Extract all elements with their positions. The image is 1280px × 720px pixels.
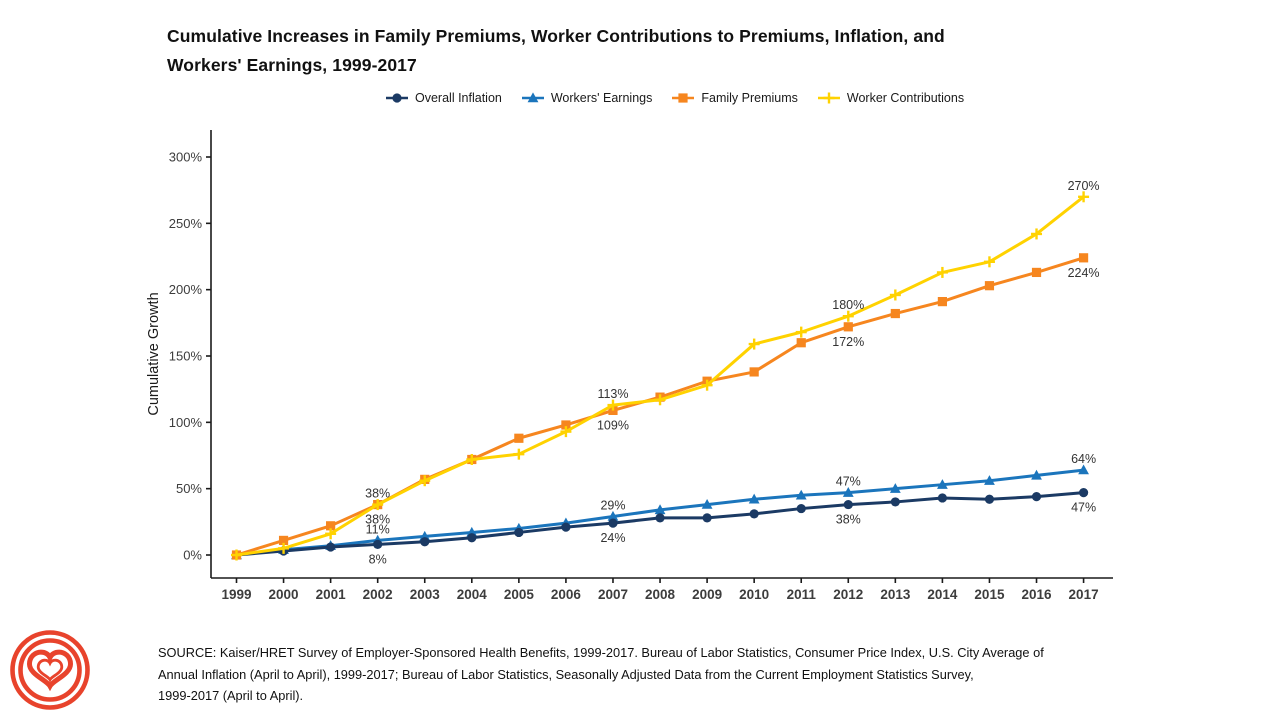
data-label: 47% [836,475,861,489]
y-axis: 0% 50% 100% 150% 200% 250% 300% [169,150,211,563]
legend-item-workers-earnings: Workers' Earnings [521,91,653,105]
x-tick-label: 2016 [1021,587,1052,602]
x-tick-label: 2017 [1069,587,1099,602]
x-tick-label: 2010 [739,587,769,602]
data-label: 180% [832,298,864,312]
data-label: 172% [832,335,864,349]
data-label: 11% [366,522,390,536]
y-tick-label: 50% [176,481,202,496]
data-label: 38% [365,513,390,527]
x-tick-label: 2002 [363,587,393,602]
kff-heart-logo-rings [10,630,90,710]
x-tick-label: 2013 [880,587,911,602]
chart-legend: Overall Inflation Workers' Earnings Family… [385,91,964,105]
y-tick-label: 250% [169,216,203,231]
legend-item-overall-inflation: Overall Inflation [385,91,502,105]
data-label: 38% [836,513,861,527]
x-tick-label: 2007 [598,587,628,602]
y-tick-label: 150% [169,349,203,364]
circle-legend-marker-icon [386,93,408,103]
square-legend-marker-icon [672,93,695,103]
y-tick-label: 0% [183,548,202,563]
legend-label: Family Premiums [701,91,798,105]
data-label: 224% [1068,266,1100,280]
plus-legend-marker-icon [817,92,840,104]
x-tick-label: 2006 [551,587,582,602]
x-tick-label: 2015 [974,587,1005,602]
axes [210,130,1113,579]
legend-item-family-premiums: Family Premiums [671,91,798,105]
data-labels: 38%38%11%8%113%109%29%24%180%172%47%38%2… [365,179,1099,567]
y-tick-label: 300% [169,150,203,165]
data-label: 24% [600,531,625,545]
x-tick-label: 2011 [787,587,817,602]
x-tick-label: 2012 [833,587,863,602]
x-tick-label: 2004 [457,587,488,602]
kff-heart-logo [10,630,90,710]
y-tick-label: 100% [169,415,203,430]
x-tick-label: 2008 [645,587,676,602]
legend-item-worker-contributions: Worker Contributions [817,91,964,105]
x-tick-label: 2009 [692,587,722,602]
legend-label: Workers' Earnings [550,91,653,105]
x-tick-label: 1999 [221,587,251,602]
data-label: 8% [369,552,387,566]
x-tick-label: 2000 [269,587,299,602]
series-overall-inflation [231,488,1089,560]
chart-title: Cumulative Increases in Family Premiums,… [167,26,945,75]
series-worker-contributions [231,191,1090,561]
data-label: 64% [1071,452,1096,466]
x-tick-label: 2005 [504,587,535,602]
triangle-legend-marker-icon [521,92,544,103]
data-label: 109% [597,418,629,432]
source-note: SOURCE: Kaiser/HRET Survey of Employer-S… [158,645,1044,703]
data-label: 113% [597,387,628,401]
legend-label: Worker Contributions [846,91,965,105]
y-tick-label: 200% [169,282,203,297]
x-tick-label: 2001 [316,587,347,602]
x-tick-label: 2014 [927,587,958,602]
data-label: 47% [1071,501,1096,515]
x-axis: 1999 2000 2001 2002 2003 2004 2005 2006 2007 2008… [221,578,1099,602]
x-tick-label: 2003 [410,587,441,602]
data-label: 38% [365,487,390,501]
data-label: 270% [1068,179,1100,193]
y-axis-title: Cumulative Growth [146,292,162,415]
legend-label: Overall Inflation [415,91,502,105]
data-label: 29% [600,499,625,513]
